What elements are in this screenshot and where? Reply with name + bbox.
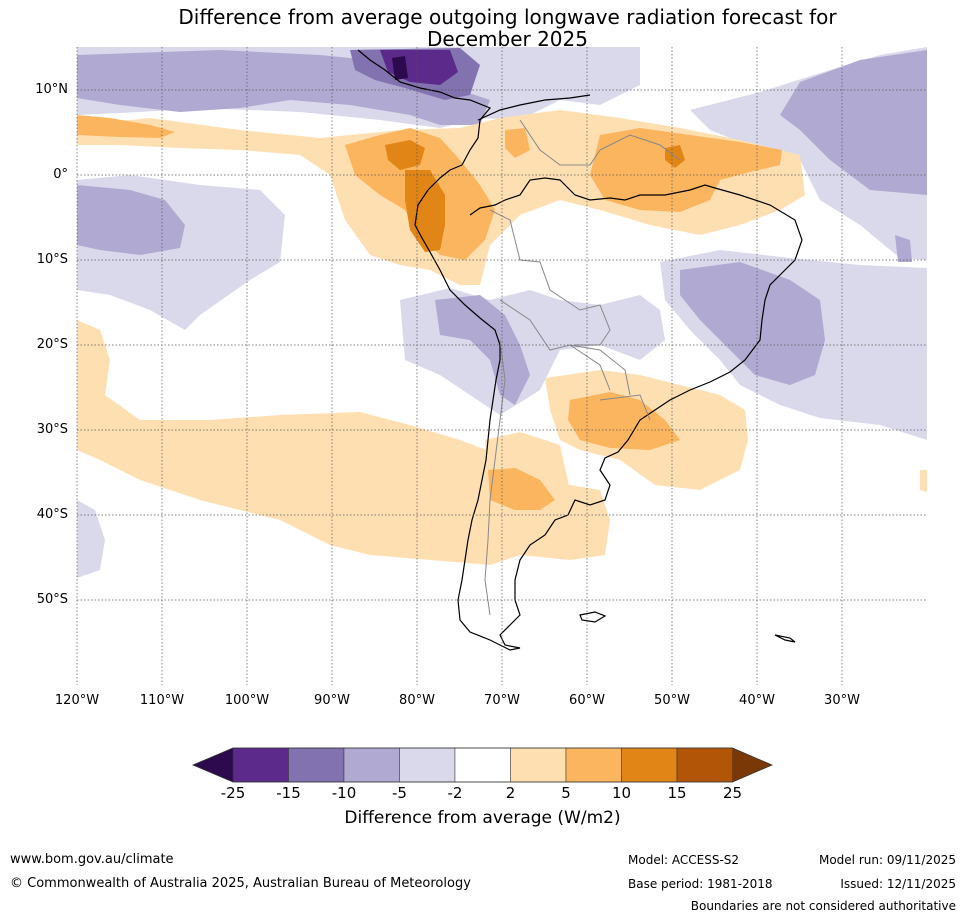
lat-label-10n: 10°N	[35, 82, 68, 97]
footer-model: Model: ACCESS-S2	[628, 853, 740, 867]
south-georgia	[774, 634, 796, 643]
colorbar-tick-label: -15	[276, 784, 301, 802]
lat-label-10s: 10°S	[36, 252, 68, 267]
caribbean-coast	[477, 94, 591, 121]
positive-anomaly-east-pacific-band	[77, 115, 175, 138]
colorbar-segment	[676, 747, 733, 783]
colorbar-max-extension	[732, 748, 772, 782]
colorbar-segment	[399, 747, 456, 783]
lat-label-30s: 30°S	[36, 422, 68, 437]
positive-anomaly-east-edge	[920, 470, 927, 492]
positive-anomaly-core-ecuador	[385, 140, 425, 170]
boundary-colombia-venezuela	[519, 119, 601, 166]
map-title-line2: December 2025	[427, 27, 588, 51]
boundary-paraguay	[569, 344, 631, 396]
lon-label-40w: 40°W	[739, 693, 775, 708]
negative-anomaly-tropical-atlantic	[780, 50, 927, 195]
colorbar-tick-label: 2	[505, 784, 516, 802]
negative-anomaly-southwest-corner	[77, 500, 105, 578]
colorbar-tick-label: 25	[722, 784, 743, 802]
colorbar-tick-label: -2	[447, 784, 463, 802]
lat-label-20s: 20°S	[36, 337, 68, 352]
colorbar-tick-label: 15	[667, 784, 687, 802]
boundary-guianas	[599, 134, 681, 161]
footer-copyright: © Commonwealth of Australia 2025, Austra…	[10, 876, 471, 891]
footer-url[interactable]: www.bom.gov.au/climate	[10, 852, 174, 867]
lat-label-50s: 50°S	[36, 592, 68, 607]
colorbar-title: Difference from average (W/m2)	[344, 808, 621, 828]
colorbar-segment	[343, 747, 400, 783]
colorbar-segment	[510, 747, 567, 783]
boundary-uruguay	[599, 394, 651, 421]
positive-anomaly-colombia	[505, 128, 530, 158]
positive-anomaly-argentina	[488, 468, 555, 510]
colorbar-tick-label: -25	[220, 784, 246, 802]
footer-issued: Issued: 12/11/2025	[840, 877, 956, 891]
footer-model-run: Model run: 09/11/2025	[818, 853, 956, 867]
colorbar-segment	[288, 747, 345, 783]
falklands	[579, 611, 607, 623]
negative-anomaly-atlantic-patch	[895, 235, 912, 262]
national-boundaries	[484, 119, 681, 616]
negative-anomaly-brazil	[680, 262, 825, 385]
colorbar-segment	[565, 747, 622, 783]
negative-anomaly-equatorial-pacific	[77, 185, 185, 255]
colorbar-segment	[621, 747, 678, 783]
graticule	[76, 47, 927, 685]
negative-anomaly-extreme	[392, 56, 408, 80]
positive-anomaly-core-peru	[405, 170, 445, 252]
lon-label-70w: 70°W	[484, 693, 520, 708]
lon-label-100w: 100°W	[224, 693, 270, 708]
colorbar-tick-label: 10	[611, 784, 632, 802]
central-america-coastline	[357, 49, 491, 166]
boundary-bolivia	[499, 299, 611, 391]
positive-anomaly-uruguay	[568, 392, 680, 450]
colorbar-min-extension	[193, 748, 233, 782]
lon-label-30w: 30°W	[824, 693, 860, 708]
footer-disclaimer: Boundaries are not considered authoritat…	[690, 899, 956, 913]
colorbar-segment	[454, 747, 511, 783]
boundary-brazil-west	[489, 209, 611, 346]
positive-anomaly-guianas	[590, 128, 782, 212]
lon-label-80w: 80°W	[399, 693, 435, 708]
lat-label-40s: 40°S	[36, 507, 68, 522]
lat-label-0: 0°	[53, 167, 68, 182]
colorbar-tick-label: -5	[392, 784, 407, 802]
footer-base-period: Base period: 1981-2018	[628, 877, 773, 891]
lon-label-120w: 120°W	[54, 693, 100, 708]
map-title-line1: Difference from average outgoing longwav…	[178, 5, 837, 29]
lon-label-110w: 110°W	[139, 693, 185, 708]
colorbar-tick-label: 5	[561, 784, 571, 802]
boundary-argentina-chile	[484, 339, 506, 616]
lon-label-90w: 90°W	[314, 693, 350, 708]
lon-label-50w: 50°W	[654, 693, 690, 708]
colorbar-tick-label: -10	[331, 784, 357, 802]
colorbar	[191, 747, 774, 783]
lon-label-60w: 60°W	[569, 693, 605, 708]
negative-anomaly-peru-bolivia	[435, 295, 530, 405]
colorbar-segment	[232, 747, 289, 783]
